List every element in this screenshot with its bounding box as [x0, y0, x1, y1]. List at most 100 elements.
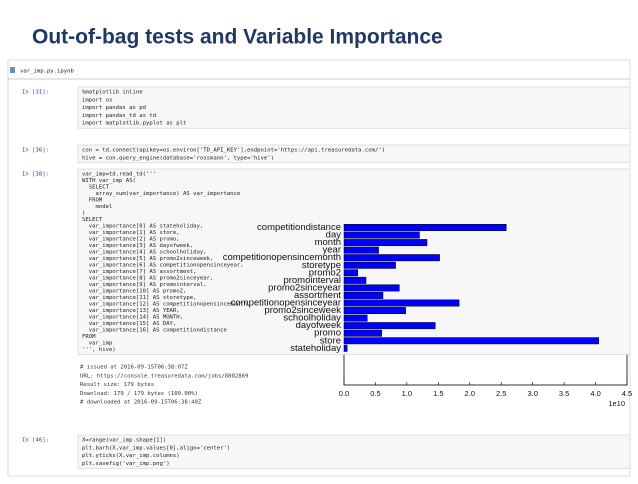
x-tick-label: 2.5	[496, 389, 506, 398]
code-line: var_importance[15] AS DAY,	[82, 321, 176, 327]
bar	[343, 276, 367, 284]
bar	[343, 307, 406, 315]
bar	[343, 292, 384, 299]
code-line: X=range(var_imp.shape[1])	[82, 438, 166, 444]
bar	[343, 261, 396, 269]
code-line: ''', hive)	[82, 347, 116, 353]
cell-prompt: In [31]:	[22, 90, 49, 96]
bar	[343, 299, 460, 307]
output-line: # downloaded at 2016-09-15T06:38:40Z	[80, 400, 202, 406]
file-icon	[10, 67, 15, 73]
code-line: import os	[82, 97, 112, 103]
code-line: var_importance[16] AS competitiondistanc…	[82, 328, 227, 334]
code-line: con = td.connect(apikey=os.environ['TD_A…	[82, 148, 385, 154]
code-line: import pandas as pd	[82, 105, 146, 111]
code-line: import pandas_td as td	[82, 113, 156, 119]
code-line: var_importance[6] AS competitionopensinc…	[82, 263, 244, 269]
filename: var_imp.py.ipynb	[20, 69, 75, 75]
x-tick-label: 2.0	[465, 389, 475, 398]
x-tick-label: 4.0	[590, 389, 600, 398]
category-label: dayofweek	[296, 320, 342, 331]
x-tick-label: 4.5	[622, 389, 632, 398]
cell-prompt: In [46]:	[22, 438, 49, 444]
category-label: schoolholiday	[283, 313, 341, 324]
category-label: competitionopensinceyear	[231, 298, 341, 309]
code-line: plt.savefig('var_imp.png')	[82, 461, 170, 467]
code-line: %matplotlib inline	[82, 90, 143, 96]
bar	[343, 254, 440, 262]
category-label: competitiondistance	[257, 222, 341, 233]
code-line: var_importance[8] AS promo2sinceyear,	[82, 276, 213, 282]
bar	[343, 284, 400, 292]
category-label: promo2sinceyear	[268, 282, 341, 293]
category-label: promointerval	[283, 275, 341, 286]
code-line: var_imp	[82, 341, 113, 347]
bar	[343, 322, 436, 330]
code-line: var_importance[12] AS competitionopensin…	[82, 302, 250, 308]
bar	[343, 239, 428, 247]
cell-prompt: In [38]:	[22, 172, 49, 178]
category-label: assortment	[294, 290, 341, 301]
output-line: URL: https://console.treasuredata.com/jo…	[80, 373, 248, 379]
code-line: plt.barh(X,var_imp.values[0],align='cent…	[82, 445, 230, 451]
code-line: var_importance[11] AS storetype,	[82, 295, 197, 301]
slide-title: Out-of-bag tests and Variable Importance	[32, 26, 443, 49]
category-label: month	[315, 237, 341, 248]
category-label: year	[323, 245, 341, 256]
bar	[343, 337, 599, 345]
code-line: var_importance[10] AS promo2,	[82, 289, 186, 295]
output-line: Result size: 179 bytes	[80, 382, 154, 388]
code-line: )	[82, 211, 85, 217]
bar	[343, 246, 379, 254]
code-line: FROM	[82, 334, 96, 340]
category-label: store	[320, 335, 341, 346]
code-line: var_importance[1] AS store,	[82, 230, 180, 236]
code-cell	[77, 434, 631, 469]
bar	[343, 231, 420, 239]
bar	[343, 329, 382, 337]
category-label: competitionopensincemonth	[223, 252, 341, 263]
bar	[343, 344, 348, 352]
bar	[343, 269, 359, 277]
category-label: promo2	[309, 267, 341, 278]
code-line: var_importance[7] AS assortment,	[82, 269, 197, 275]
bar	[343, 224, 507, 231]
code-line: var_imp=td.read_td('''	[82, 172, 156, 178]
code-line: WITH var_imp AS(	[82, 178, 136, 184]
code-line: plt.yticks(X,var_imp.columns)	[82, 453, 180, 459]
x-tick-label: 3.5	[559, 389, 569, 398]
bar	[343, 314, 368, 322]
category-label: promo2sinceweek	[264, 305, 341, 316]
code-line: import matplotlib.pyplot as plt	[82, 121, 186, 127]
code-cell	[77, 86, 631, 129]
code-line: FROM	[82, 198, 103, 204]
output-line: # issued at 2016-09-15T06:38:07Z	[80, 365, 188, 371]
x-tick-label: 1.0	[402, 389, 412, 398]
code-line: var_importance[13] AS YEAR,	[82, 308, 180, 314]
x-tick-label: 0.0	[339, 389, 349, 398]
code-line: var_importance[3] AS dayofweek,	[82, 243, 193, 249]
code-cell	[77, 144, 631, 164]
code-line: SELECT	[82, 217, 103, 223]
code-line: hive = con.query_engine(database='rossma…	[82, 155, 274, 161]
code-line: var_importance[5] AS promo2sinceweek,	[82, 256, 213, 262]
x-tick-label: 1.5	[433, 389, 443, 398]
category-label: stateholiday	[290, 343, 341, 354]
code-line: var_importance[4] AS schoolholiday,	[82, 250, 207, 256]
output-line: Download: 179 / 179 bytes (100.00%)	[80, 391, 198, 397]
code-line: SELECT	[82, 185, 110, 191]
code-line: array_sum(var_importance) AS var_importa…	[82, 191, 241, 197]
x-tick-label: 3.0	[527, 389, 537, 398]
code-line: var_importance[2] AS promo,	[82, 237, 180, 243]
category-label: day	[326, 230, 342, 241]
category-label: promo	[314, 328, 341, 339]
code-line: var_importance[0] AS stateholiday,	[82, 224, 203, 230]
x-tick-label: 0.5	[370, 389, 380, 398]
category-label: storetype	[302, 260, 341, 271]
x-offset-label: 1e10	[608, 399, 625, 408]
code-line: var_importance[9] AS promointerval,	[82, 282, 207, 288]
cell-prompt: In [36]:	[22, 148, 49, 154]
code-line: var_importance[14] AS MONTH,	[82, 315, 183, 321]
